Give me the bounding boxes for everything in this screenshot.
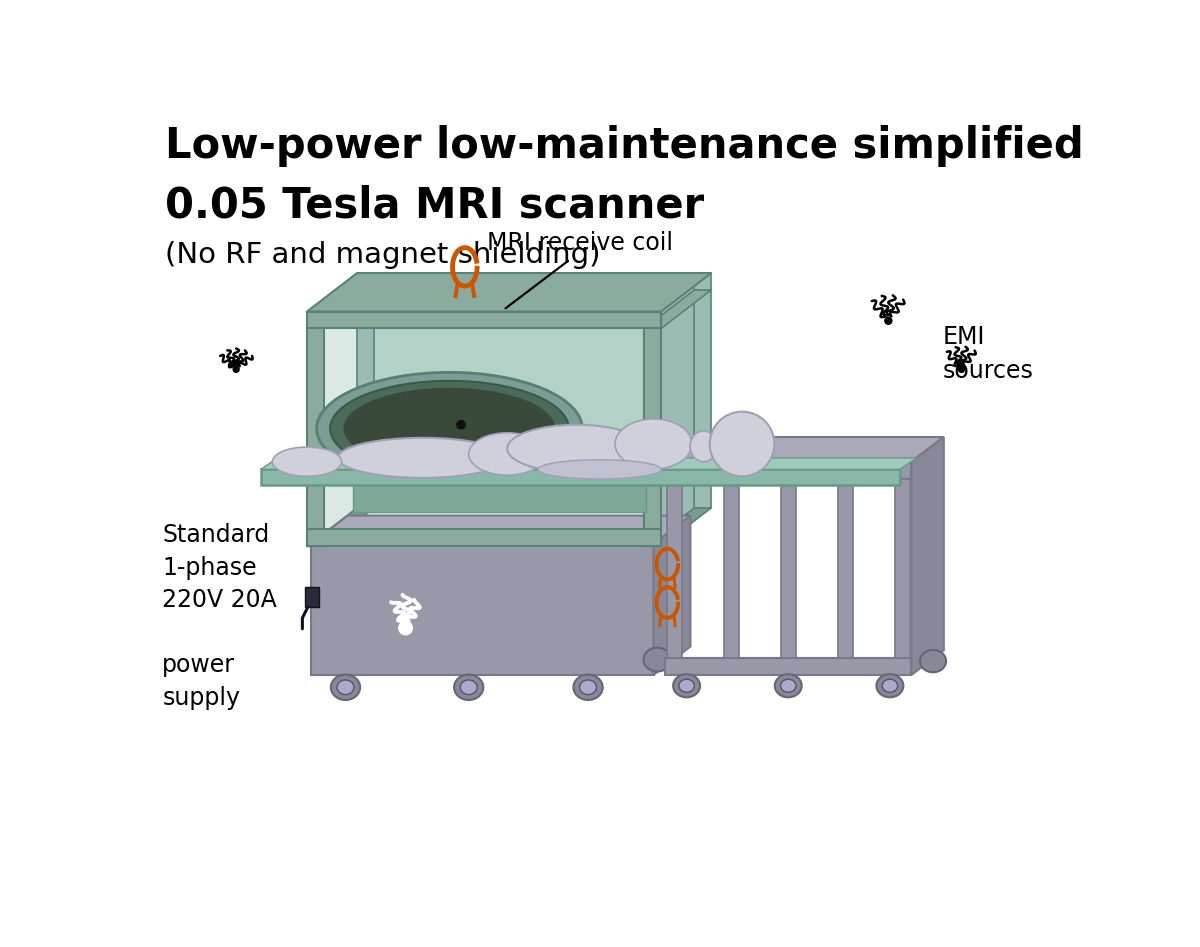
Polygon shape	[912, 437, 943, 675]
Text: Low-power low-maintenance simplified: Low-power low-maintenance simplified	[164, 125, 1084, 168]
Ellipse shape	[616, 419, 692, 469]
Bar	[307, 312, 661, 329]
Polygon shape	[307, 508, 374, 546]
Polygon shape	[307, 273, 712, 312]
Bar	[894, 478, 910, 658]
Bar	[665, 658, 912, 675]
Polygon shape	[654, 515, 690, 675]
Bar	[260, 470, 900, 485]
Ellipse shape	[337, 680, 354, 694]
Text: 0.05 Tesla MRI scanner: 0.05 Tesla MRI scanner	[164, 185, 703, 226]
Ellipse shape	[679, 679, 695, 692]
Circle shape	[709, 412, 774, 476]
Polygon shape	[644, 290, 712, 329]
Bar	[780, 478, 796, 658]
Bar	[665, 462, 912, 478]
Circle shape	[457, 420, 466, 429]
Ellipse shape	[331, 674, 360, 700]
Ellipse shape	[454, 674, 484, 700]
Ellipse shape	[876, 674, 904, 697]
Polygon shape	[358, 273, 374, 508]
Circle shape	[884, 317, 892, 324]
Text: (No RF and magnet shielding): (No RF and magnet shielding)	[164, 241, 600, 269]
Circle shape	[233, 366, 239, 372]
Bar	[311, 545, 654, 675]
Ellipse shape	[574, 674, 602, 700]
Bar	[644, 312, 661, 546]
Bar	[307, 529, 661, 546]
Ellipse shape	[272, 447, 342, 476]
Bar	[724, 478, 739, 658]
Text: EMI
sensing
coils: EMI sensing coils	[508, 534, 598, 625]
Ellipse shape	[775, 674, 802, 697]
Circle shape	[959, 366, 965, 372]
Ellipse shape	[882, 679, 898, 692]
Ellipse shape	[508, 424, 646, 473]
Polygon shape	[661, 273, 712, 546]
Polygon shape	[307, 273, 712, 312]
Ellipse shape	[338, 438, 508, 478]
Bar	[838, 478, 853, 658]
Ellipse shape	[330, 381, 569, 476]
Bar	[353, 485, 646, 511]
Ellipse shape	[780, 679, 796, 692]
Text: Standard
1-phase
220V 20A

power
supply: Standard 1-phase 220V 20A power supply	[162, 524, 277, 710]
Polygon shape	[695, 273, 712, 508]
Ellipse shape	[643, 648, 671, 671]
Ellipse shape	[920, 650, 946, 672]
Ellipse shape	[461, 680, 478, 694]
Text: EMI
sources: EMI sources	[942, 325, 1033, 383]
Polygon shape	[260, 457, 917, 470]
Ellipse shape	[580, 680, 596, 694]
Ellipse shape	[538, 459, 661, 479]
Ellipse shape	[343, 387, 556, 470]
Text: MRI receive coil: MRI receive coil	[487, 231, 673, 256]
Polygon shape	[311, 515, 690, 545]
Ellipse shape	[690, 431, 718, 462]
Ellipse shape	[469, 433, 546, 475]
Ellipse shape	[673, 674, 700, 697]
Polygon shape	[358, 273, 712, 508]
Bar	[305, 587, 318, 607]
Ellipse shape	[317, 372, 582, 485]
Bar	[666, 478, 682, 658]
Circle shape	[398, 621, 413, 634]
Polygon shape	[665, 437, 943, 462]
Polygon shape	[644, 508, 712, 546]
Polygon shape	[307, 312, 661, 546]
Bar	[307, 312, 324, 546]
